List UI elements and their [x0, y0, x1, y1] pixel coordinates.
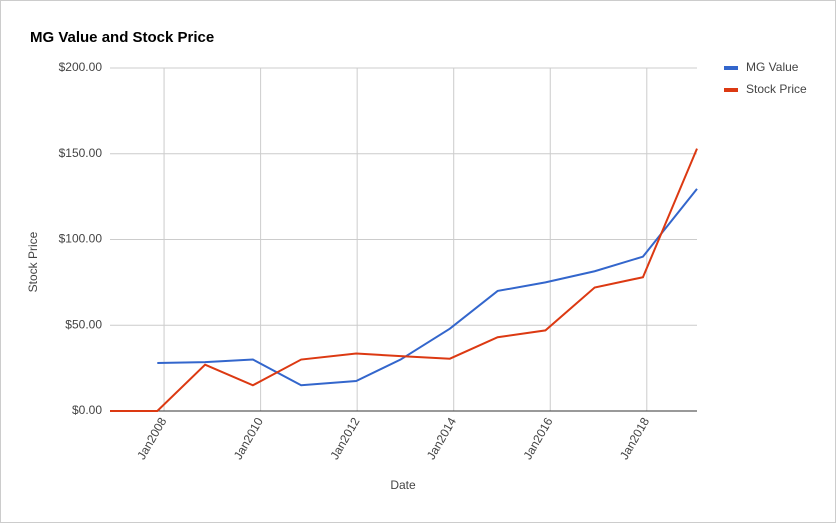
y-tick-label: $0.00 — [72, 403, 102, 417]
series-line — [157, 188, 698, 387]
y-tick-label: $50.00 — [65, 317, 102, 331]
legend-label: Stock Price — [746, 82, 807, 96]
y-axis-label: Stock Price — [26, 231, 40, 292]
legend-label: MG Value — [746, 60, 799, 74]
y-tick-label: $100.00 — [59, 232, 103, 246]
chart-title: MG Value and Stock Price — [30, 29, 214, 46]
y-tick-label: $200.00 — [59, 60, 103, 74]
y-tick-label: $150.00 — [59, 146, 103, 160]
x-axis-label: Date — [390, 478, 416, 492]
series-line — [110, 148, 698, 412]
